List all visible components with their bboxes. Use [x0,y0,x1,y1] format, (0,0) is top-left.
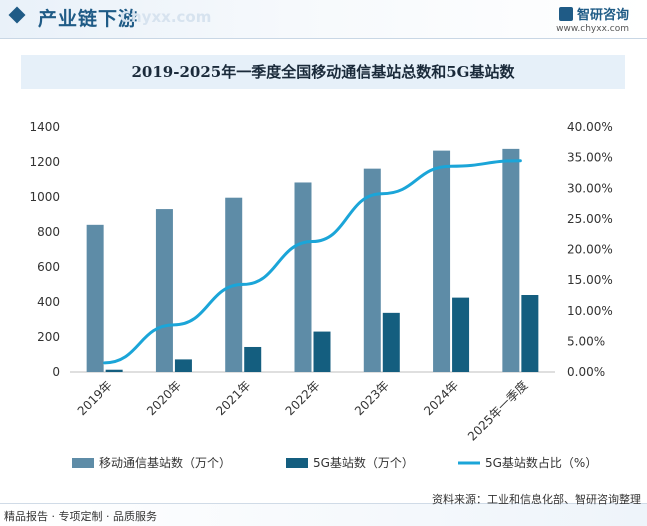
bar-5g-stations [174,359,192,372]
y-right-tick-label: 0.00% [567,365,605,379]
bar-total-stations [294,182,312,372]
legend-swatch [286,458,308,468]
source-note: 资料来源：工业和信息化部、智研咨询整理 [432,493,641,506]
bar-5g-stations [521,295,539,372]
y-left-tick-label: 1400 [29,120,60,134]
y-left-tick-label: 600 [37,260,60,274]
x-tick-label: 2024年 [421,378,461,418]
footer: 精品报告 · 专项定制 · 品质服务 资料来源：工业和信息化部、智研咨询整理 [0,493,647,526]
line-5g-share [103,159,522,365]
y-left-tick-label: 1000 [29,190,60,204]
x-tick-label: 2021年 [213,378,253,418]
chart-title: 2019-2025年一季度全国移动通信基站总数和5G基站数 [131,63,515,81]
y-left-tick-label: 400 [37,295,60,309]
x-tick-label: 2020年 [144,378,184,418]
brand: 智研咨询 www.chyxx.com [556,4,629,34]
y-right-tick-label: 15.00% [567,273,613,287]
y-right-tick-label: 10.00% [567,304,613,318]
bar-total-stations [86,224,104,372]
header-watermark: Chyxx.com [120,8,212,26]
brand-name: 智研咨询 [576,8,629,23]
header-bar: 产业链下游 Chyxx.com 智研咨询 www.chyxx.com [0,0,647,38]
bar-total-stations [155,209,173,372]
bar-total-stations [363,168,381,372]
bar-5g-stations [105,369,123,372]
legend-label: 移动通信基站数（万个） [99,455,231,470]
y-left-tick-label: 800 [37,225,60,239]
footer-tagline: 精品报告 · 专项定制 · 品质服务 [4,510,157,523]
y-right-tick-label: 25.00% [567,212,613,226]
y-right-tick-label: 35.00% [567,151,613,165]
y-right-tick-label: 20.00% [567,243,613,257]
brand-logo-icon [558,7,573,21]
legend-label: 5G基站数占比（%） [485,455,597,470]
x-tick-label: 2019年 [75,378,115,418]
bar-5g-stations [244,346,262,372]
y-right-tick-label: 40.00% [567,120,613,134]
y-right-tick-label: 5.00% [567,334,605,348]
legend-label: 5G基站数（万个） [313,455,414,470]
y-left-tick-label: 1200 [29,155,60,169]
x-tick-label: 2022年 [283,378,323,418]
legend-swatch [72,458,94,468]
bar-5g-stations [382,312,400,372]
bar-5g-stations [313,331,331,372]
y-left-tick-label: 200 [37,330,60,344]
bar-total-stations [433,150,451,372]
y-left-tick-label: 0 [52,365,60,379]
y-right-tick-label: 30.00% [567,181,613,195]
header-divider [0,38,647,39]
x-tick-label: 2023年 [352,378,392,418]
bar-5g-stations [452,297,470,372]
x-tick-label: 2025年一季度 [464,378,530,444]
bar-total-stations [502,148,520,372]
chart-title-box: 2019-2025年一季度全国移动通信基站总数和5G基站数 [21,55,625,89]
brand-url: www.chyxx.com [556,24,629,34]
section-title: 产业链下游 [38,8,139,30]
